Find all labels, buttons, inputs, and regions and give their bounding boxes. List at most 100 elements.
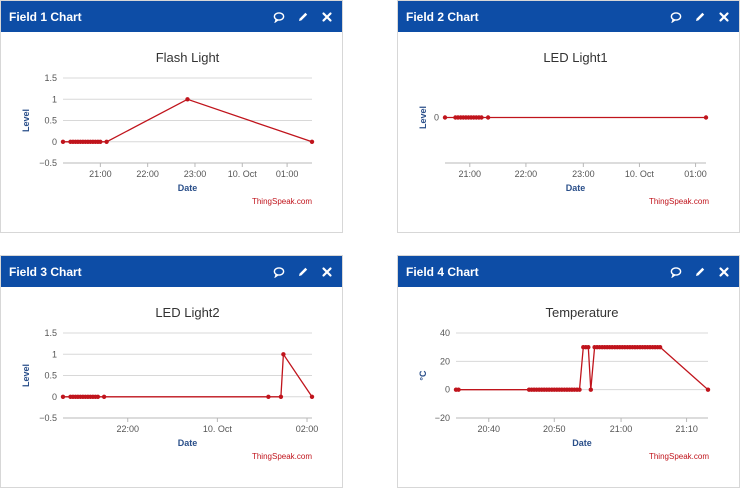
data-point [309,394,315,399]
panel-header: Field 3 Chart [1,256,342,287]
series-line [456,346,709,391]
data-point [703,115,709,120]
y-tick-label: 40 [440,328,450,338]
y-tick-label: 20 [440,356,450,366]
field-2-chart-panel: Field 2 Chart LED Light1 0 21:00 22:00 23:00… [397,0,740,233]
data-point [456,387,461,392]
panel-title: Field 4 Chart [406,264,479,279]
thingspeak-credit[interactable]: ThingSpeak.com [252,197,312,206]
y-axis-label: Level [21,364,31,387]
data-point [278,394,284,399]
data-point [657,345,663,350]
thingspeak-credit[interactable]: ThingSpeak.com [649,197,709,206]
data-point [442,115,448,120]
panel-title: Field 1 Chart [9,9,82,24]
data-point [104,139,109,144]
y-tick-label: −20 [435,413,450,423]
data-point [98,139,103,144]
panel-actions [669,265,731,279]
data-point [577,387,582,392]
pencil-icon[interactable] [693,10,707,24]
led-light2-chart: LED Light2 −0.5 0 0.5 1 1.5 22:00 10. Oct 02:00 D… [21,305,319,461]
comment-icon[interactable] [669,265,683,279]
comment-icon[interactable] [669,10,683,24]
panel-title: Field 2 Chart [406,9,479,24]
pencil-icon[interactable] [296,10,310,24]
chart-title: Temperature [546,305,619,320]
data-point [185,97,190,102]
x-tick-label: 21:00 [610,424,633,434]
panel-actions [272,10,334,24]
x-axis-label: Date [572,438,592,448]
data-point [705,387,711,392]
panel-header: Field 4 Chart [398,256,739,287]
data-point [485,115,491,120]
data-point [588,387,593,392]
close-icon[interactable] [320,10,334,24]
x-tick-label: 10. Oct [203,424,233,434]
y-tick-label: 0 [434,113,439,123]
close-icon[interactable] [320,265,334,279]
data-point [586,345,591,350]
x-tick-label: 21:00 [89,169,112,179]
x-tick-label: 21:10 [675,424,698,434]
pencil-icon[interactable] [693,265,707,279]
x-tick-label: 10. Oct [228,169,258,179]
x-tick-label: 01:00 [684,169,707,179]
close-icon[interactable] [717,10,731,24]
x-tick-label: 22:00 [515,169,538,179]
data-point [281,352,286,357]
y-tick-label: 0 [52,392,57,402]
field-3-chart-panel: Field 3 Chart LED Light2 −0.5 0 0.5 1 1.5 22:0… [0,255,343,488]
panel-title: Field 3 Chart [9,264,82,279]
y-tick-label: −0.5 [39,413,57,423]
x-axis-label: Date [178,183,198,193]
pencil-icon[interactable] [296,265,310,279]
x-axis-label: Date [566,183,586,193]
x-tick-label: 01:00 [276,169,299,179]
panel-actions [669,10,731,24]
led-light1-chart: LED Light1 0 21:00 22:00 23:00 10. Oct 01:00 Da… [418,50,709,206]
chart-title: LED Light2 [155,305,219,320]
field-1-chart-panel: Field 1 Chart Flash Light −0.5 0 0.5 1 1.5 21:… [0,0,343,233]
y-tick-label: 0.5 [44,116,57,126]
close-icon[interactable] [717,265,731,279]
field-4-chart-panel: Field 4 Chart Temperature −20 0 20 40 20:40 20… [397,255,740,488]
y-axis-label: Level [21,109,31,132]
x-tick-label: 20:40 [477,424,500,434]
x-tick-label: 22:00 [136,169,159,179]
y-axis-label: Level [418,106,428,129]
data-point [101,394,107,399]
thingspeak-credit[interactable]: ThingSpeak.com [252,452,312,461]
x-tick-label: 22:00 [116,424,139,434]
y-axis-label: °C [418,370,428,381]
y-tick-label: 0 [52,137,57,147]
data-point [95,394,101,399]
comment-icon[interactable] [272,265,286,279]
data-point [309,139,315,144]
thingspeak-credit[interactable]: ThingSpeak.com [649,452,709,461]
panel-actions [272,265,334,279]
x-axis-label: Date [178,438,198,448]
y-tick-label: −0.5 [39,158,57,168]
panel-header: Field 1 Chart [1,1,342,32]
chart-title: Flash Light [156,50,220,65]
y-tick-label: 0.5 [44,371,57,381]
y-tick-label: 1 [52,349,57,359]
x-tick-label: 23:00 [184,169,207,179]
comment-icon[interactable] [272,10,286,24]
x-tick-label: 10. Oct [625,169,655,179]
y-tick-label: 1.5 [44,328,57,338]
panel-header: Field 2 Chart [398,1,739,32]
data-point [479,115,484,120]
data-point [266,394,271,399]
data-point [60,394,66,399]
x-tick-label: 02:00 [296,424,319,434]
x-tick-label: 20:50 [543,424,566,434]
chart-title: LED Light1 [543,50,607,65]
x-tick-label: 23:00 [572,169,595,179]
y-tick-label: 1 [52,94,57,104]
y-tick-label: 0 [445,385,450,395]
flash-light-chart: Flash Light −0.5 0 0.5 1 1.5 21:00 22:00 23:00 10… [21,50,315,206]
x-tick-label: 21:00 [459,169,482,179]
